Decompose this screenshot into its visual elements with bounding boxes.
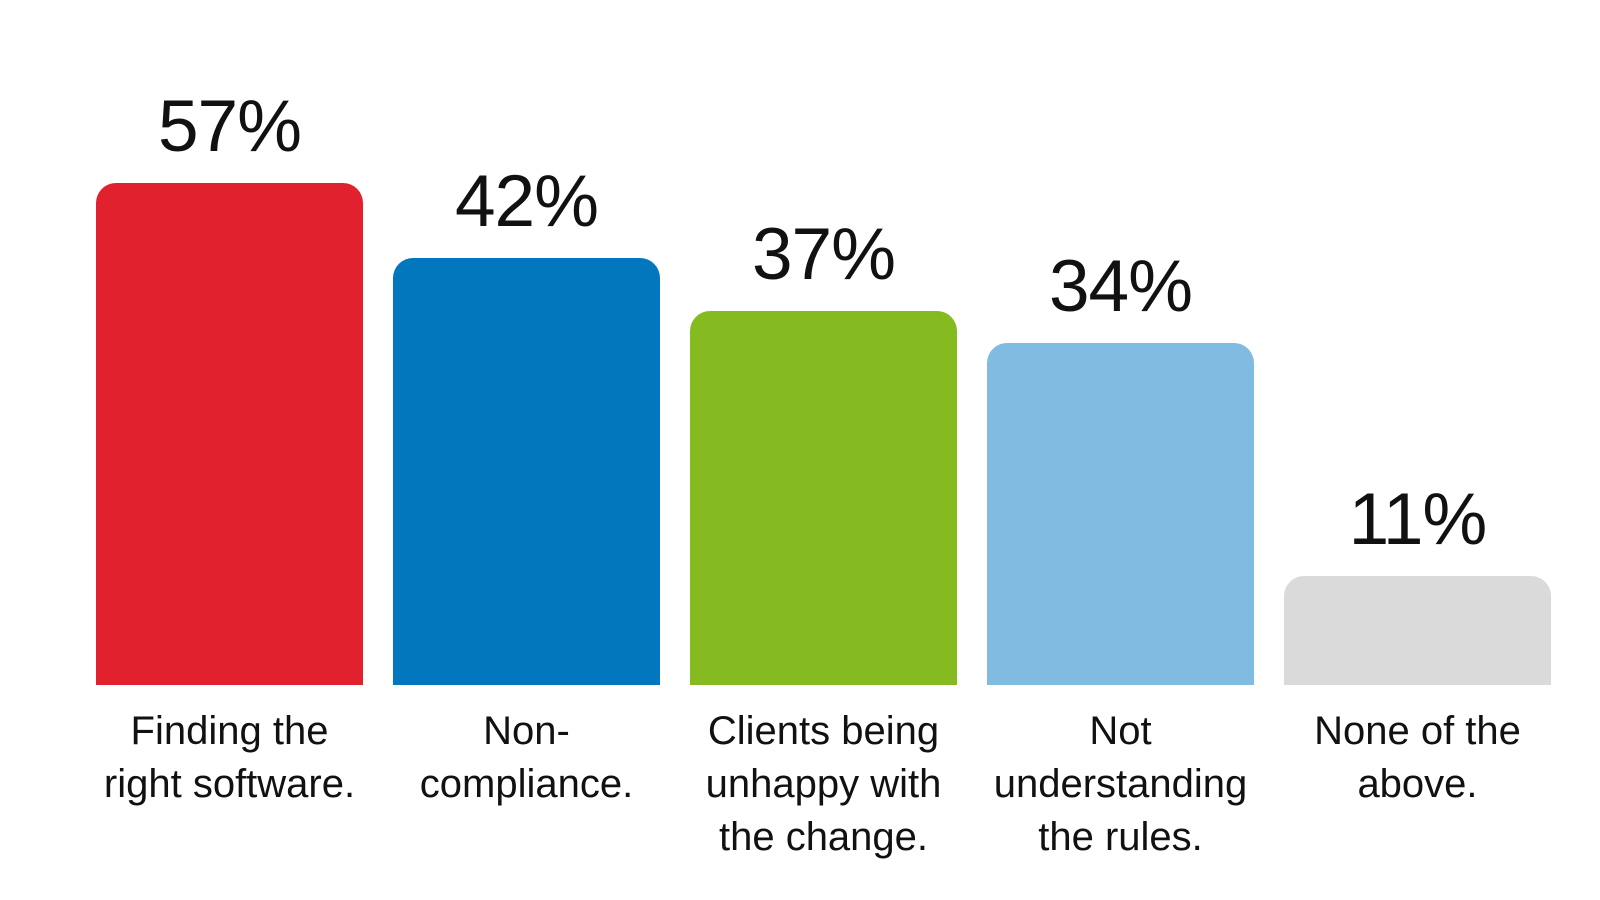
bars-row: 57% 42% 37% 34% 11% xyxy=(96,0,1551,685)
bar-value-label: 34% xyxy=(1048,246,1193,327)
bar-column-non-compliance: 42% xyxy=(393,0,660,685)
bar-value-label: 11% xyxy=(1348,479,1488,560)
bar-category-label: Clients being unhappy with the change. xyxy=(705,709,942,859)
bar-none-above xyxy=(1284,576,1551,685)
bar-clients-unhappy xyxy=(690,311,957,685)
bar-value-label: 37% xyxy=(751,214,896,295)
bar-column-not-understanding: 34% xyxy=(987,0,1254,685)
category-labels-row: Finding the right software. Non- complia… xyxy=(0,685,1600,864)
bar-column-clients-unhappy: 37% xyxy=(690,0,957,685)
bar-category-label: None of the above. xyxy=(1314,709,1521,806)
bar-value-label: 42% xyxy=(454,161,599,242)
bar-finding-software xyxy=(96,183,363,685)
bar-not-understanding xyxy=(987,343,1254,685)
bar-column-none-above: 11% xyxy=(1284,0,1551,685)
bar-value-label: 57% xyxy=(157,86,302,167)
bar-category-label: Not understanding the rules. xyxy=(993,709,1248,859)
bar-category-label: Finding the right software. xyxy=(103,709,356,806)
bar-category-label: Non- compliance. xyxy=(419,709,634,806)
bar-column-finding-software: 57% xyxy=(96,0,363,685)
bar-non-compliance xyxy=(393,258,660,685)
